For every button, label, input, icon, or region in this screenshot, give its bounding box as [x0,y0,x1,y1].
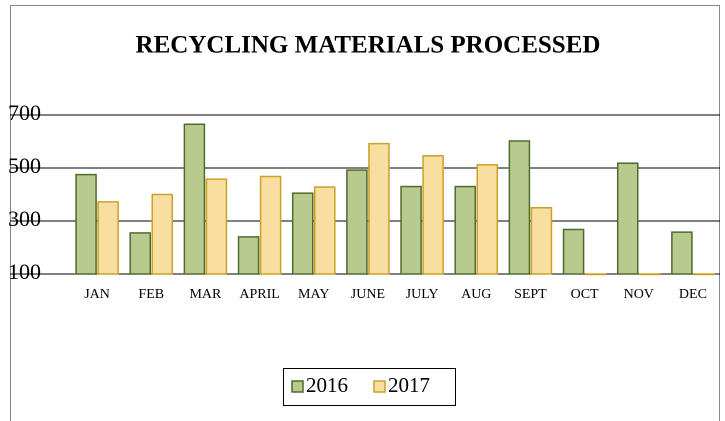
legend-swatch [291,380,304,393]
bar [259,175,282,275]
bar [291,192,314,275]
x-tick-label: NOV [624,287,654,302]
x-tick-label: JAN [84,287,110,302]
x-tick-label: AUG [461,287,491,302]
legend-label: 2017 [388,373,430,397]
bar [454,185,477,275]
bar [422,155,444,275]
bar [476,164,499,275]
y-tick-label: 300 [8,206,41,231]
bar [530,207,553,275]
bar [97,201,119,275]
legend-label: 2016 [306,373,348,397]
bar [129,232,151,275]
x-tick-label: MAY [298,287,329,302]
x-tick-label: JULY [406,287,439,302]
bar [368,142,390,275]
bar [639,273,661,276]
bar [237,236,260,275]
bar [205,178,228,275]
y-tick-label: 500 [8,153,41,178]
x-tick-label: OCT [571,287,599,302]
x-tick-label: SEPT [514,287,547,302]
x-tick-label: FEB [138,287,164,302]
bar [346,169,368,275]
x-tick-label: APRIL [239,287,279,302]
bar [400,185,422,275]
bar [562,228,585,275]
bar [693,273,715,276]
y-tick-label: 700 [8,100,41,125]
x-tick-label: DEC [679,287,707,302]
bar [183,123,206,275]
y-tick-label: 100 [8,259,41,284]
legend-swatch [373,380,386,393]
bar [671,231,693,275]
bar [75,173,97,275]
chart-title: RECYCLING MATERIALS PROCESSED [136,32,601,59]
x-tick-label: MAR [189,287,222,302]
bar [584,273,607,276]
bar [616,162,639,275]
legend-box [283,368,456,406]
x-tick-label: JUNE [351,287,385,302]
bar [508,140,531,275]
bar [151,193,174,275]
bar [314,186,336,275]
